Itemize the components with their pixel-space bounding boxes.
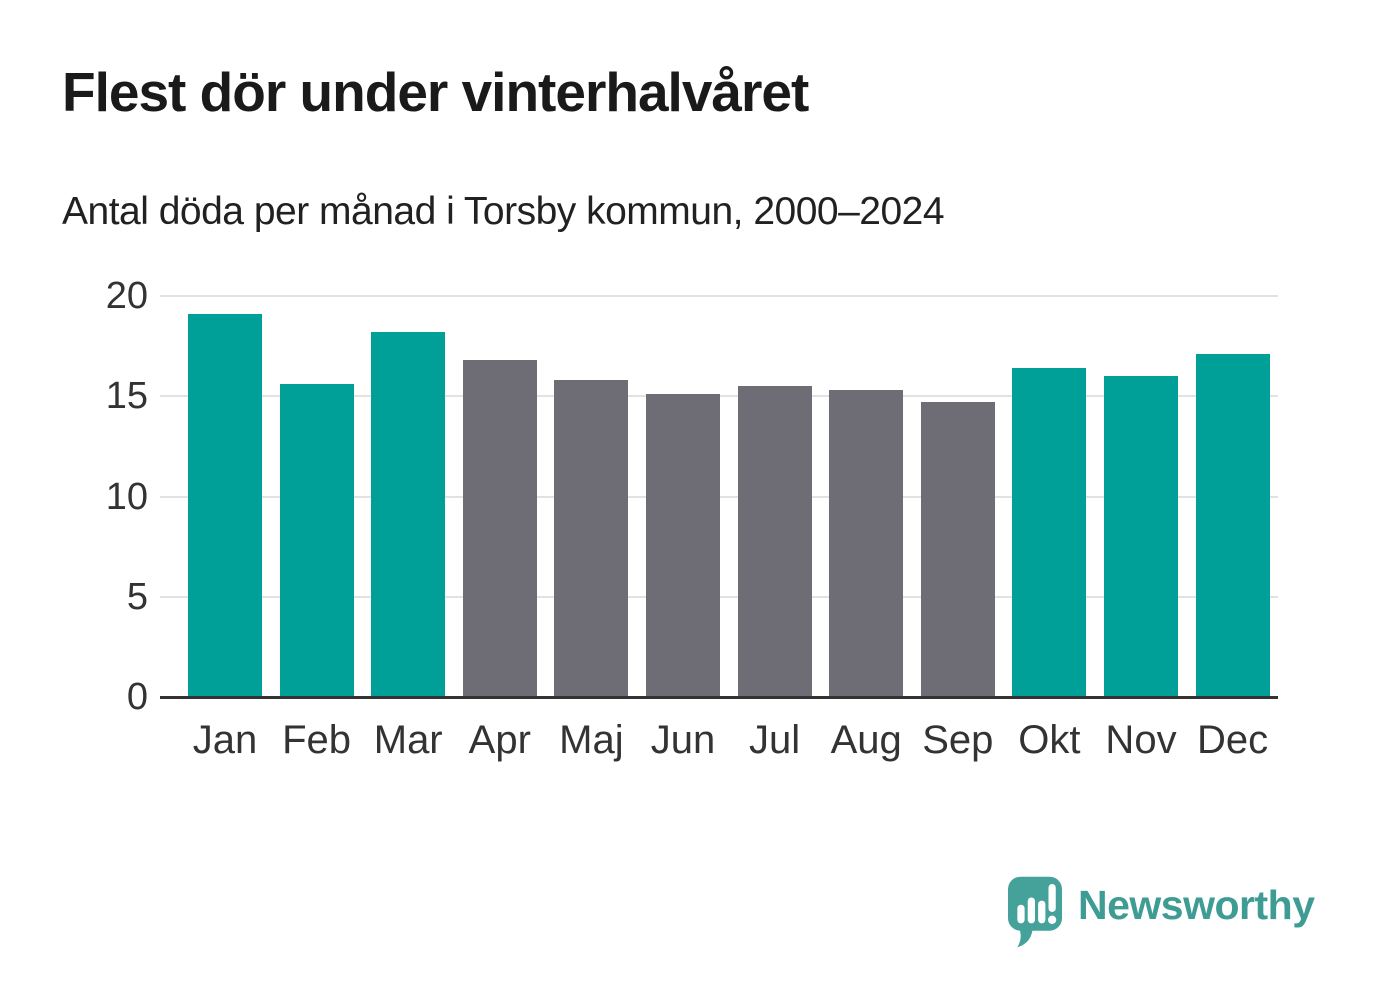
- brand-name: Newsworthy: [1078, 882, 1315, 928]
- bar-jul: [737, 386, 812, 697]
- bar-chart-plot-area: [160, 295, 1278, 699]
- bar-aug: [829, 390, 904, 697]
- y-axis: 0 5 10 15 20: [0, 277, 148, 716]
- bar-maj: [554, 380, 629, 697]
- bar-nov: [1104, 376, 1178, 697]
- bar-apr: [462, 360, 537, 697]
- y-tick-label-0: 0: [126, 676, 148, 718]
- x-tick-label-jun: Jun: [650, 718, 716, 762]
- x-axis: Jan Feb Mar Apr Maj Jun Jul Aug Sep Okt Nov Dec: [160, 716, 1278, 776]
- y-tick-label-10: 10: [105, 475, 148, 518]
- bar-okt: [1012, 368, 1087, 697]
- x-tick-label-jan: Jan: [192, 718, 258, 762]
- bar-mar: [371, 332, 446, 697]
- x-tick-label-feb: Feb: [282, 718, 352, 762]
- y-tick-label-15: 15: [105, 375, 148, 418]
- bar-dec: [1195, 354, 1270, 697]
- x-tick-label-jul: Jul: [749, 718, 801, 762]
- bar-feb: [279, 384, 354, 697]
- chart-subtitle: Antal döda per månad i Torsby kommun, 20…: [62, 190, 945, 233]
- bar-jun: [646, 394, 720, 697]
- x-tick-label-sep: Sep: [922, 718, 994, 762]
- x-tick-label-okt: Okt: [1018, 718, 1081, 762]
- bar-sep: [920, 402, 995, 697]
- x-tick-label-aug: Aug: [830, 718, 902, 762]
- newsworthy-logo-icon: [1008, 876, 1062, 948]
- brand-footer: Newsworthy: [1008, 876, 1315, 948]
- bar-jan: [188, 314, 262, 697]
- x-tick-label-nov: Nov: [1105, 718, 1177, 762]
- x-axis-line: [160, 696, 1278, 699]
- x-tick-label-mar: Mar: [373, 718, 443, 762]
- x-tick-label-apr: Apr: [468, 718, 531, 762]
- x-tick-label-maj: Maj: [559, 718, 624, 762]
- x-tick-label-dec: Dec: [1197, 718, 1269, 762]
- page-title: Flest dör under vinterhalvåret: [62, 61, 809, 123]
- y-tick-label-5: 5: [126, 575, 148, 618]
- y-tick-label-20: 20: [105, 275, 148, 317]
- gridline-y-20: [160, 295, 1278, 297]
